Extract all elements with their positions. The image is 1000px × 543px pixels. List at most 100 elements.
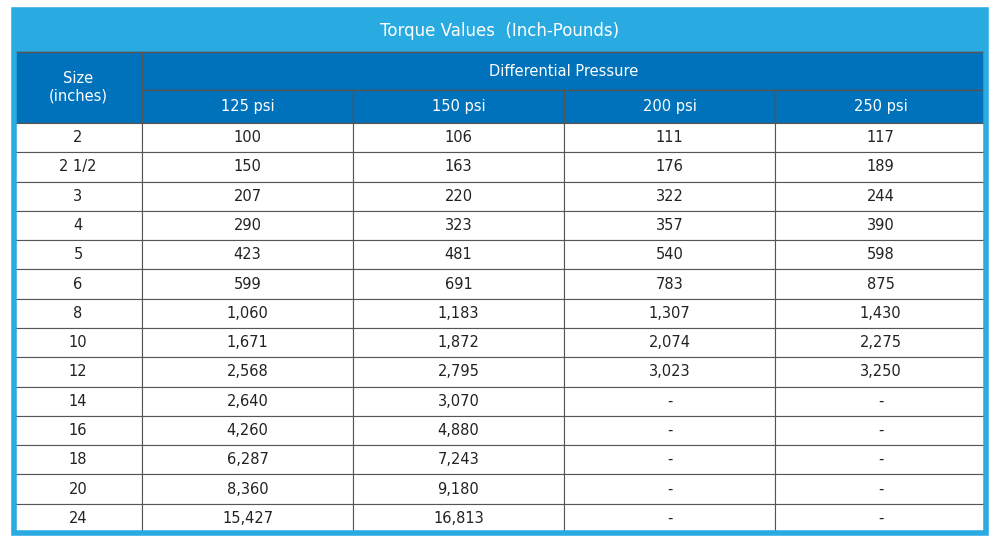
Bar	[564, 504, 775, 533]
Bar	[775, 269, 986, 299]
Bar	[353, 504, 564, 533]
Bar	[14, 10, 986, 52]
Text: 6,287: 6,287	[227, 452, 268, 468]
Bar	[14, 152, 142, 181]
Bar	[775, 445, 986, 475]
Text: 599: 599	[234, 276, 261, 292]
Text: 189: 189	[867, 160, 894, 174]
Bar	[14, 357, 142, 387]
Bar	[564, 211, 775, 240]
Text: 8: 8	[73, 306, 83, 321]
Bar	[353, 240, 564, 269]
Bar	[353, 328, 564, 357]
Bar	[775, 299, 986, 328]
Text: 8,360: 8,360	[227, 482, 268, 496]
Bar	[564, 269, 775, 299]
Bar	[14, 240, 142, 269]
Text: 12: 12	[69, 364, 87, 380]
Text: 207: 207	[233, 189, 262, 204]
Bar	[142, 475, 353, 504]
Bar	[142, 123, 353, 152]
Bar	[564, 152, 775, 181]
Text: 20: 20	[69, 482, 87, 496]
Bar	[564, 445, 775, 475]
Text: 16: 16	[69, 423, 87, 438]
Text: 1,430: 1,430	[860, 306, 901, 321]
Text: 1,060: 1,060	[227, 306, 268, 321]
Text: 5: 5	[73, 247, 83, 262]
Text: 200 psi: 200 psi	[643, 99, 696, 114]
Text: 9,180: 9,180	[438, 482, 479, 496]
Text: 540: 540	[656, 247, 683, 262]
Bar	[775, 90, 986, 123]
Bar	[564, 475, 775, 504]
Bar	[775, 240, 986, 269]
Bar	[142, 416, 353, 445]
Bar	[564, 90, 775, 123]
Bar	[353, 357, 564, 387]
Text: 2,275: 2,275	[860, 335, 902, 350]
Text: 3: 3	[73, 189, 83, 204]
Text: 783: 783	[656, 276, 683, 292]
Bar	[14, 328, 142, 357]
Bar	[775, 152, 986, 181]
Text: 3,023: 3,023	[649, 364, 690, 380]
Text: 6: 6	[73, 276, 83, 292]
Text: 18: 18	[69, 452, 87, 468]
Text: -: -	[667, 423, 672, 438]
Bar	[775, 416, 986, 445]
Text: 100: 100	[234, 130, 262, 145]
Bar	[353, 299, 564, 328]
Text: 390: 390	[867, 218, 894, 233]
Bar	[353, 475, 564, 504]
Text: -: -	[667, 394, 672, 409]
Text: 220: 220	[444, 189, 473, 204]
Text: 1,872: 1,872	[438, 335, 479, 350]
Text: 125 psi: 125 psi	[221, 99, 274, 114]
Bar	[564, 357, 775, 387]
Bar	[142, 387, 353, 416]
Bar	[142, 328, 353, 357]
Bar	[14, 52, 142, 123]
Text: Differential Pressure: Differential Pressure	[489, 64, 639, 79]
Text: -: -	[667, 452, 672, 468]
Text: -: -	[878, 482, 883, 496]
Text: 24: 24	[69, 511, 87, 526]
Bar	[564, 328, 775, 357]
Bar	[142, 504, 353, 533]
Text: 15,427: 15,427	[222, 511, 273, 526]
Bar	[775, 475, 986, 504]
Bar	[564, 387, 775, 416]
Text: Torque Values  (Inch-Pounds): Torque Values (Inch-Pounds)	[380, 22, 620, 40]
Bar	[142, 152, 353, 181]
Text: 1,183: 1,183	[438, 306, 479, 321]
Bar	[142, 240, 353, 269]
Text: 4: 4	[73, 218, 83, 233]
Bar	[142, 211, 353, 240]
Text: 250 psi: 250 psi	[854, 99, 907, 114]
Text: Size
(inches): Size (inches)	[48, 71, 108, 104]
Text: 2,568: 2,568	[227, 364, 268, 380]
Bar	[14, 123, 142, 152]
Bar	[142, 445, 353, 475]
Bar	[142, 52, 986, 90]
Text: 3,070: 3,070	[438, 394, 479, 409]
Bar	[775, 181, 986, 211]
Bar	[14, 269, 142, 299]
Bar	[353, 211, 564, 240]
Bar	[14, 475, 142, 504]
Bar	[14, 181, 142, 211]
Bar	[775, 328, 986, 357]
Bar	[564, 299, 775, 328]
Bar	[14, 299, 142, 328]
Bar	[353, 152, 564, 181]
Bar	[775, 211, 986, 240]
Text: 2: 2	[73, 130, 83, 145]
Text: -: -	[667, 482, 672, 496]
Text: 4,880: 4,880	[438, 423, 479, 438]
Text: 16,813: 16,813	[433, 511, 484, 526]
Text: 176: 176	[656, 160, 683, 174]
Text: 7,243: 7,243	[438, 452, 479, 468]
Text: 2,795: 2,795	[438, 364, 479, 380]
Bar	[14, 445, 142, 475]
